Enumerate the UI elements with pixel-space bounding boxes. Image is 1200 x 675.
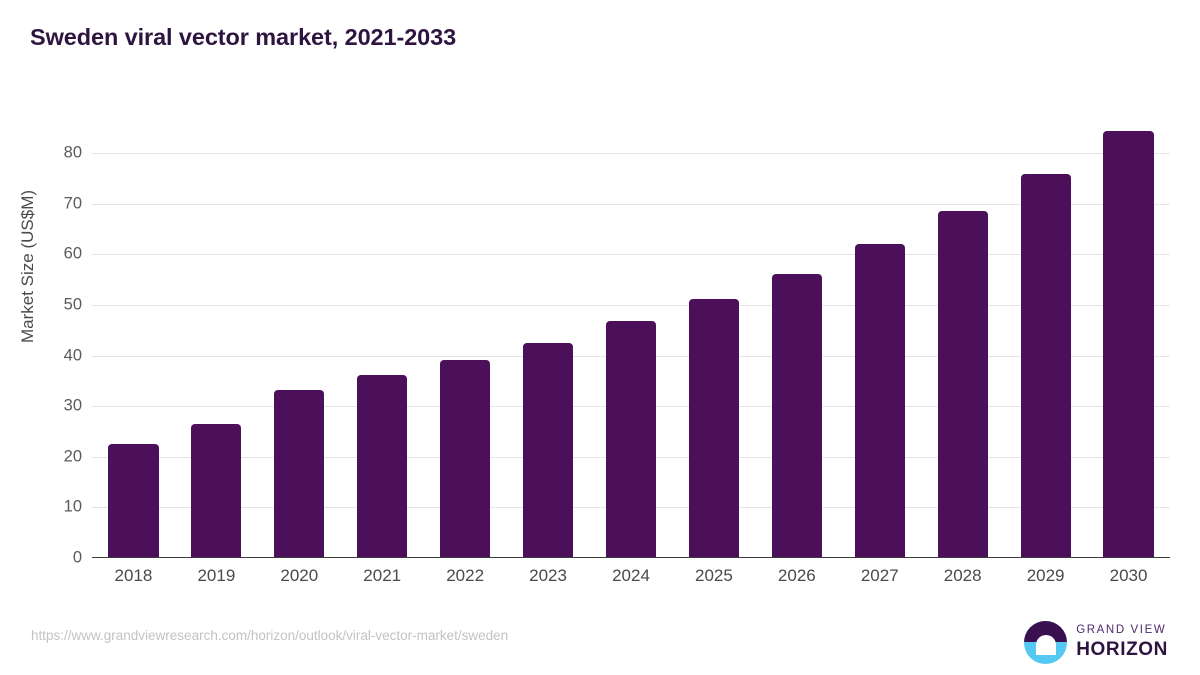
y-tick-label: 30 xyxy=(63,396,82,415)
bar[interactable] xyxy=(854,243,905,558)
y-tick-label: 50 xyxy=(63,295,82,314)
bar[interactable] xyxy=(1103,131,1154,558)
bar[interactable] xyxy=(771,273,822,558)
gridline xyxy=(92,203,1170,205)
bar[interactable] xyxy=(191,423,242,558)
x-tick-label: 2030 xyxy=(1109,566,1148,585)
bar[interactable] xyxy=(274,389,325,558)
brand-name-bottom: HORIZON xyxy=(1076,639,1168,661)
y-tick-label: 10 xyxy=(63,497,82,516)
x-tick-label: 2023 xyxy=(529,566,567,585)
x-tick-label: 2025 xyxy=(695,566,733,585)
bar[interactable] xyxy=(108,443,159,558)
x-tick-label: 2028 xyxy=(943,566,982,585)
x-tick-label: 2021 xyxy=(363,566,402,585)
brand-name-top: GRAND VIEW xyxy=(1076,623,1167,636)
x-tick-label: 2024 xyxy=(612,566,650,585)
bar[interactable] xyxy=(688,299,739,558)
gridline xyxy=(92,254,1170,256)
y-tick-label: 80 xyxy=(63,143,82,162)
bar[interactable] xyxy=(1020,174,1071,558)
bar[interactable] xyxy=(522,342,574,558)
y-tick-label: 20 xyxy=(63,447,82,466)
x-tick-label: 2027 xyxy=(860,566,899,585)
gridline xyxy=(92,153,1170,155)
y-tick-label: 40 xyxy=(63,346,82,365)
horizon-sun-icon xyxy=(1024,620,1068,664)
brand-logo-text: GRAND VIEW HORIZON xyxy=(1076,623,1168,661)
x-tick-label: 2020 xyxy=(280,566,319,585)
y-tick-label: 60 xyxy=(63,244,82,263)
bar[interactable] xyxy=(357,374,408,558)
x-tick-label: 2029 xyxy=(1026,566,1065,585)
page-title: Sweden viral vector market, 2021-2033 xyxy=(30,24,457,50)
source-url-text: https://www.grandviewresearch.com/horizo… xyxy=(31,628,509,643)
y-tick-label: 0 xyxy=(72,548,82,567)
gridline xyxy=(92,305,1170,307)
x-axis-line xyxy=(92,556,1170,558)
bar[interactable] xyxy=(440,359,491,558)
y-tick-label: 70 xyxy=(63,194,82,213)
plot-area xyxy=(92,128,1170,558)
bar[interactable] xyxy=(605,321,657,558)
x-tick-label: 2022 xyxy=(446,566,485,585)
x-tick-label: 2019 xyxy=(197,566,236,585)
brand-logo: GRAND VIEW HORIZON xyxy=(1024,620,1168,664)
bar[interactable] xyxy=(937,211,988,558)
x-tick-label: 2018 xyxy=(114,566,153,585)
x-tick-label: 2026 xyxy=(777,566,816,585)
